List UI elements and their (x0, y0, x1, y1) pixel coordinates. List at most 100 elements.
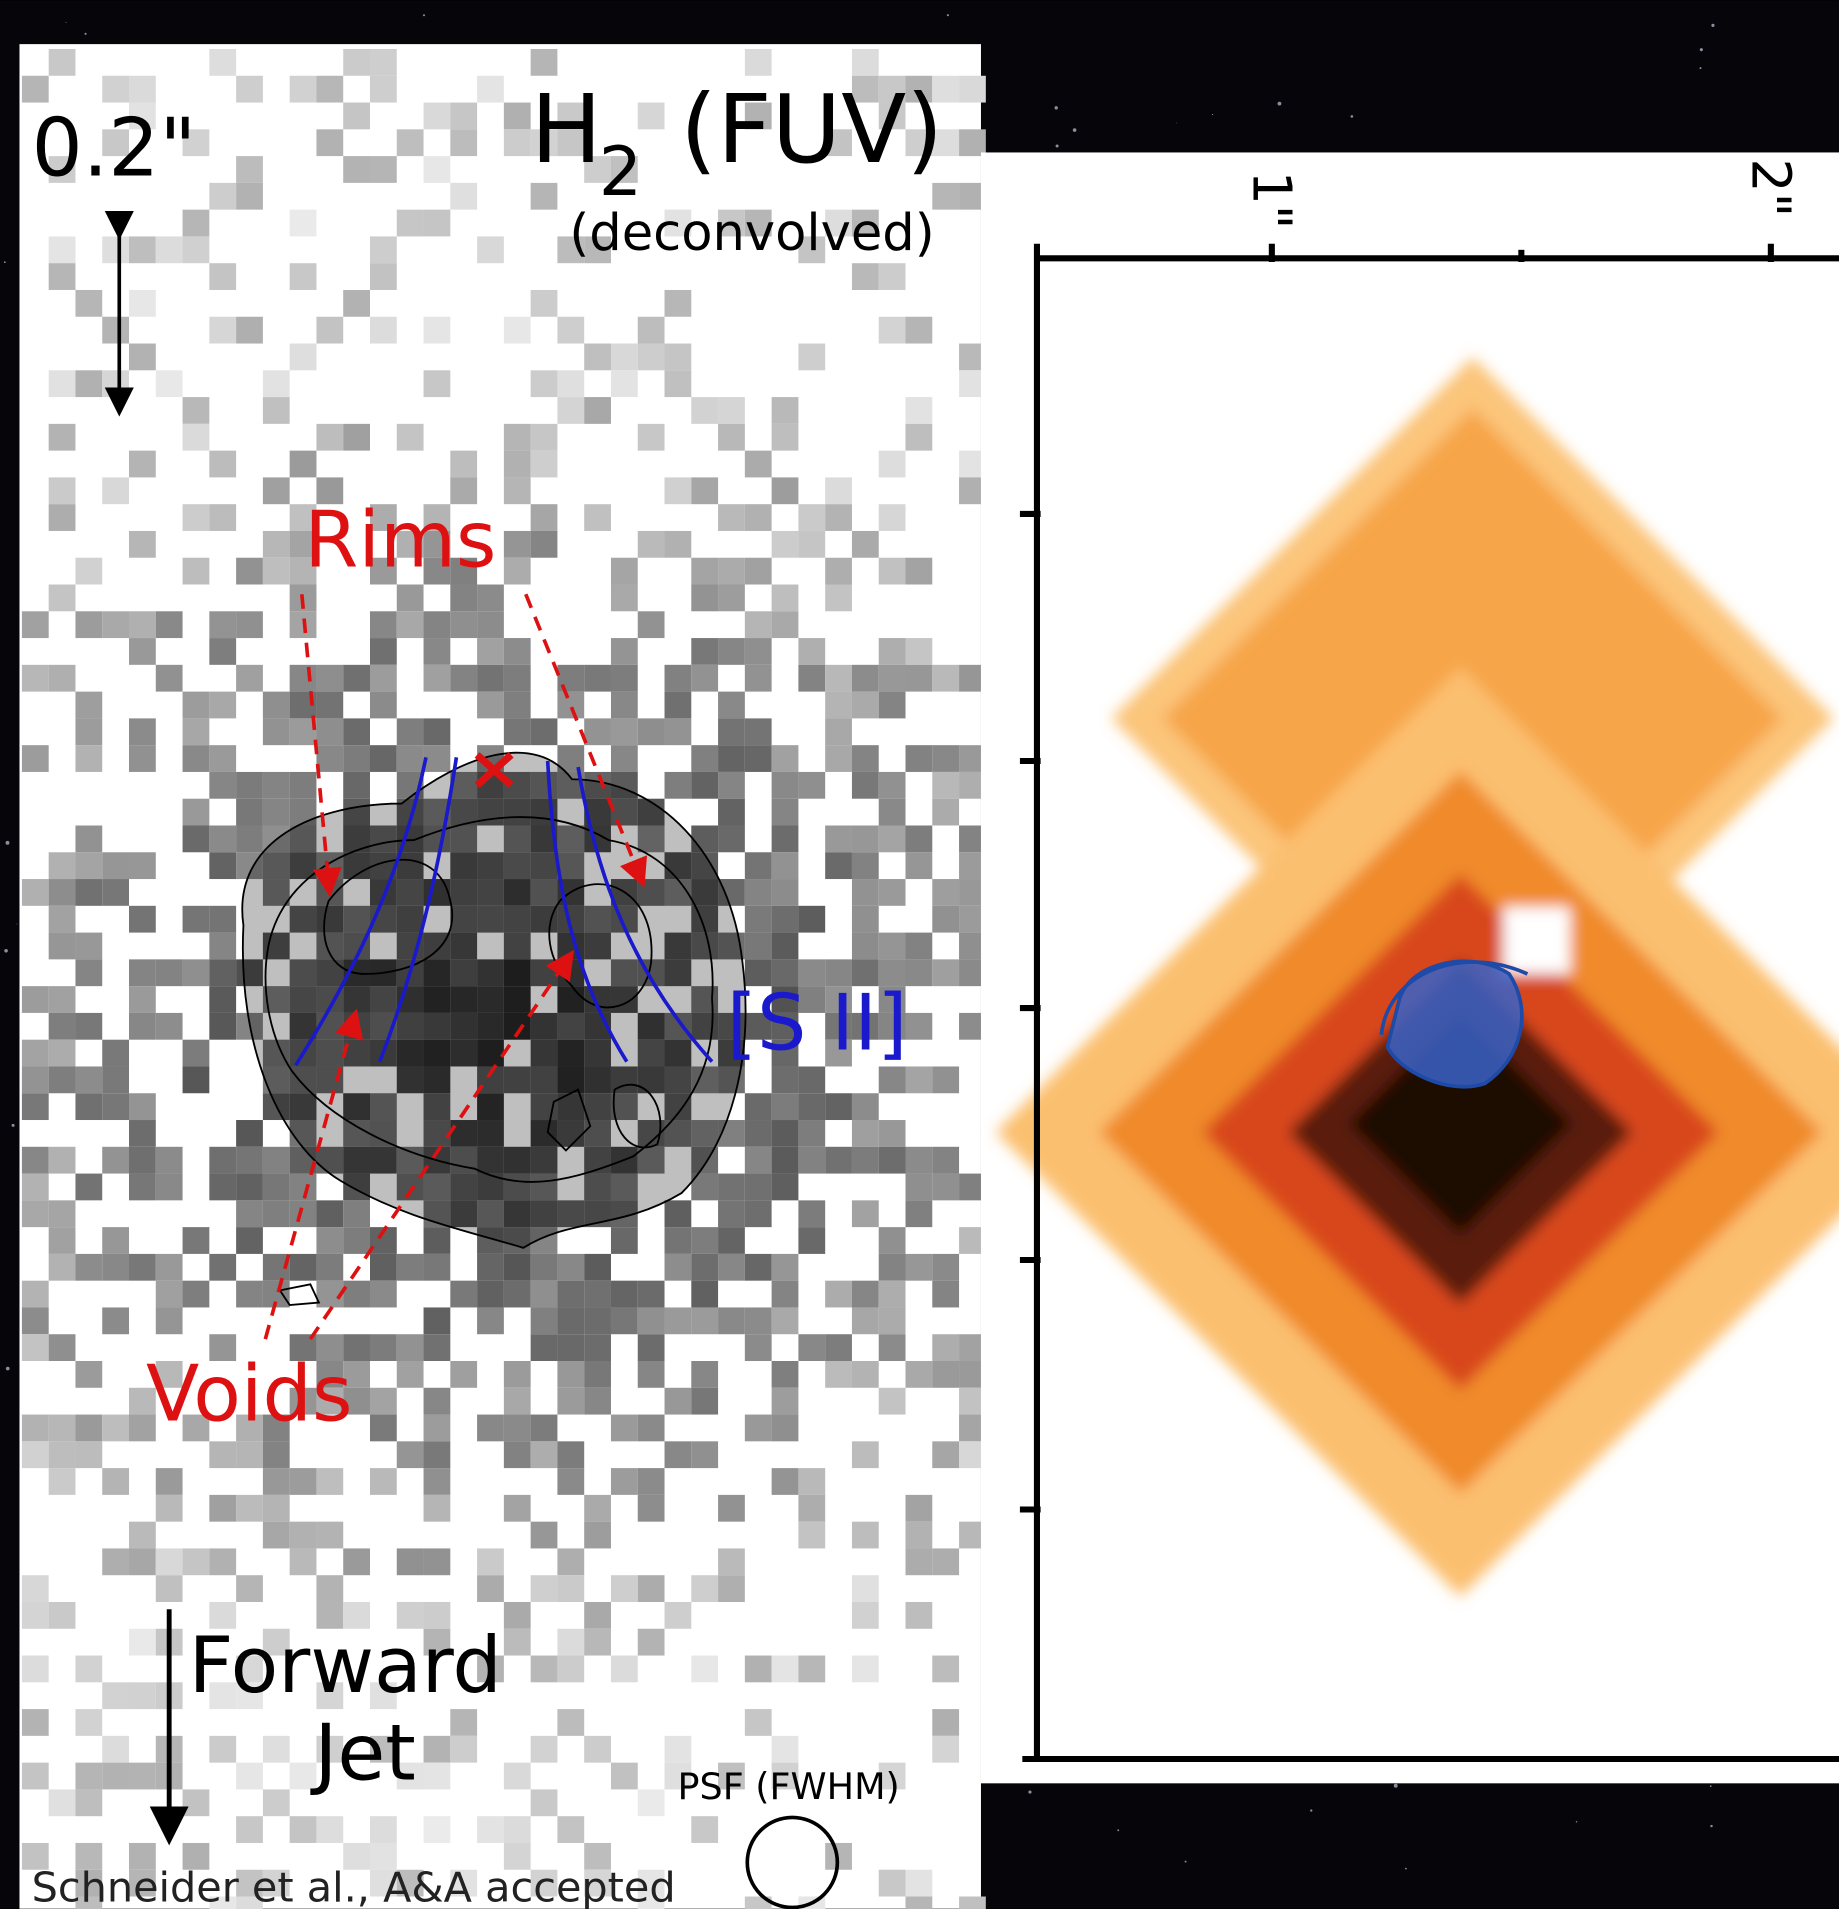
pixel (772, 799, 799, 826)
pixel (209, 986, 236, 1013)
pixel (638, 1789, 665, 1816)
pixel (129, 718, 156, 745)
pixel (772, 1093, 799, 1120)
pixel (852, 531, 879, 558)
pixel (450, 1736, 477, 1763)
pixel (745, 1200, 772, 1227)
pixel (22, 1709, 49, 1736)
pixel (906, 1602, 933, 1629)
pixel (450, 103, 477, 130)
pixel (477, 1816, 504, 1843)
pixel (852, 745, 879, 772)
pixel (424, 611, 451, 638)
pixel (316, 317, 343, 344)
pixel (825, 745, 852, 772)
pixel (343, 745, 370, 772)
pixel (424, 156, 451, 183)
pixel (236, 1575, 263, 1602)
star (85, 33, 87, 35)
pixel (343, 424, 370, 451)
pixel (745, 1415, 772, 1442)
star (1405, 1868, 1407, 1870)
pixel (129, 986, 156, 1013)
figure: 0.2" H 2 (FUV) (deconvolved) Rims [S II]… (0, 0, 1839, 1909)
pixel (75, 611, 102, 638)
pixel (665, 1307, 692, 1334)
pixel (504, 129, 531, 156)
pixel (932, 745, 959, 772)
pixel (316, 129, 343, 156)
pixel (49, 424, 76, 451)
star (1212, 114, 1213, 115)
pixel (932, 1656, 959, 1683)
pixel (531, 1254, 558, 1281)
star (12, 1124, 15, 1127)
pixel (477, 76, 504, 103)
pixel (584, 1361, 611, 1388)
pixel (611, 1656, 638, 1683)
pixel (290, 1816, 317, 1843)
pixel (691, 665, 718, 692)
pixel (504, 718, 531, 745)
pixel (879, 692, 906, 719)
pixel (102, 1040, 129, 1067)
pixel (906, 959, 933, 986)
pixel (236, 76, 263, 103)
pixel (932, 1281, 959, 1308)
pixel (343, 156, 370, 183)
pixel (22, 665, 49, 692)
title-subscript: 2 (599, 133, 642, 212)
pixel (852, 665, 879, 692)
pixel (718, 718, 745, 745)
pixel (879, 317, 906, 344)
pixel (316, 1254, 343, 1281)
pixel (236, 1227, 263, 1254)
pixel (424, 1334, 451, 1361)
star (1576, 1821, 1577, 1822)
pixel (745, 1656, 772, 1683)
star (1117, 1829, 1119, 1831)
pixel (156, 1468, 183, 1495)
pixel (129, 1682, 156, 1709)
pixel (504, 451, 531, 478)
pixel (290, 1548, 317, 1575)
star (1176, 123, 1177, 124)
pixel (879, 1147, 906, 1174)
pixel (611, 1575, 638, 1602)
pixel (932, 1361, 959, 1388)
pixel (22, 1656, 49, 1683)
pixel (745, 1254, 772, 1281)
pixel (450, 665, 477, 692)
pixel (75, 852, 102, 879)
pixel (665, 1441, 692, 1468)
pixel (638, 718, 665, 745)
pixel (638, 1334, 665, 1361)
pixel (209, 1254, 236, 1281)
pixel (745, 852, 772, 879)
pixel (343, 772, 370, 799)
pixel (798, 665, 825, 692)
pixel (557, 1441, 584, 1468)
pixel (236, 183, 263, 210)
pixel (584, 718, 611, 745)
pixel (397, 1548, 424, 1575)
pixel (290, 76, 317, 103)
pixel (209, 638, 236, 665)
pixel (932, 1147, 959, 1174)
pixel (236, 772, 263, 799)
pixel (745, 1147, 772, 1174)
star (1073, 128, 1077, 132)
pixel (450, 183, 477, 210)
pixel (638, 1361, 665, 1388)
star (1185, 1861, 1187, 1863)
pixel (611, 1281, 638, 1308)
pixel (691, 477, 718, 504)
pixel (397, 1334, 424, 1361)
pixel (22, 1441, 49, 1468)
pixel (691, 397, 718, 424)
pixel (75, 1066, 102, 1093)
pixel (263, 1200, 290, 1227)
pixel (531, 718, 558, 745)
pixel (183, 1066, 210, 1093)
star (1310, 1809, 1312, 1811)
